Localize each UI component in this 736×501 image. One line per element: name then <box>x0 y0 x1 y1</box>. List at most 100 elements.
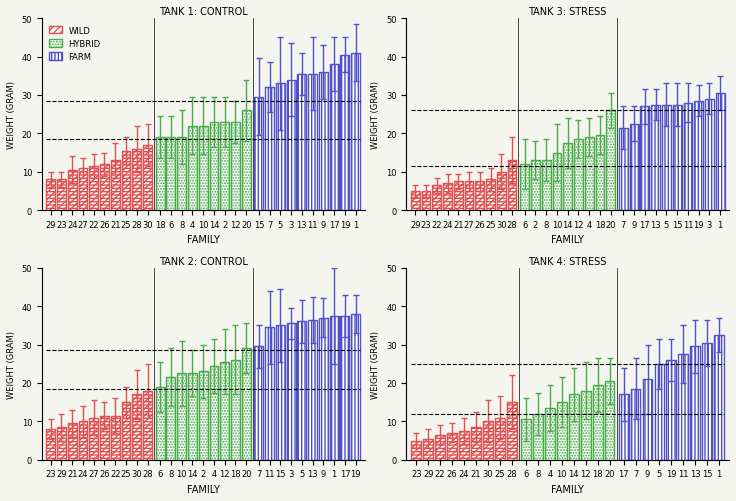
Bar <box>330 65 339 211</box>
Bar <box>702 343 712 460</box>
Y-axis label: WEIGHT (GRAM): WEIGHT (GRAM) <box>372 330 381 398</box>
Y-axis label: WEIGHT (GRAM): WEIGHT (GRAM) <box>7 330 16 398</box>
Bar <box>231 360 240 460</box>
Bar <box>531 161 540 211</box>
Bar <box>483 421 493 460</box>
Bar <box>464 182 473 211</box>
Bar <box>121 151 130 211</box>
Bar <box>68 170 77 211</box>
Bar <box>231 123 240 211</box>
Bar <box>351 314 360 460</box>
Bar <box>630 124 639 211</box>
Bar <box>220 362 229 460</box>
Bar <box>435 435 445 460</box>
Bar <box>443 184 452 211</box>
Bar <box>341 56 350 211</box>
Bar <box>132 149 141 211</box>
Bar <box>679 354 688 460</box>
Bar <box>89 167 98 211</box>
Bar <box>330 316 339 460</box>
Bar <box>569 395 578 460</box>
Bar <box>121 151 130 211</box>
Bar <box>68 170 77 211</box>
Bar <box>411 441 421 460</box>
Bar <box>520 165 529 211</box>
Bar <box>351 54 360 211</box>
Bar <box>188 374 197 460</box>
Bar <box>604 381 615 460</box>
Bar <box>606 111 615 211</box>
Title: TANK 4: STRESS: TANK 4: STRESS <box>528 256 607 266</box>
Bar <box>143 391 152 460</box>
Bar <box>423 439 433 460</box>
Bar <box>68 423 77 460</box>
Bar <box>188 126 197 211</box>
Bar <box>557 402 567 460</box>
Bar <box>443 184 452 211</box>
Bar <box>631 389 640 460</box>
Bar <box>79 421 88 460</box>
Bar <box>255 98 263 211</box>
Bar <box>447 433 457 460</box>
Bar <box>471 427 481 460</box>
Bar <box>432 186 441 211</box>
Bar <box>132 395 141 460</box>
Bar <box>581 391 590 460</box>
Bar <box>89 418 98 460</box>
Bar <box>57 427 66 460</box>
Bar <box>423 439 433 460</box>
Bar <box>143 146 152 211</box>
Bar <box>287 324 296 460</box>
X-axis label: FAMILY: FAMILY <box>187 484 219 494</box>
Bar <box>100 416 109 460</box>
Bar <box>705 100 714 211</box>
Bar <box>220 123 229 211</box>
Bar <box>156 138 165 211</box>
Bar <box>643 379 652 460</box>
X-axis label: FAMILY: FAMILY <box>551 235 584 245</box>
Bar <box>684 103 693 211</box>
Bar <box>422 191 431 211</box>
Bar <box>486 180 495 211</box>
Bar <box>411 191 420 211</box>
Bar <box>166 138 175 211</box>
Bar <box>308 320 317 460</box>
Bar <box>265 88 274 211</box>
Bar <box>46 429 55 460</box>
Bar <box>459 431 469 460</box>
Y-axis label: WEIGHT (GRAM): WEIGHT (GRAM) <box>7 81 16 149</box>
Bar <box>111 416 120 460</box>
Bar <box>716 94 725 211</box>
Bar <box>475 182 484 211</box>
Bar <box>411 441 421 460</box>
Bar <box>508 161 517 211</box>
Bar <box>483 421 493 460</box>
Bar <box>210 123 219 211</box>
Bar <box>553 153 562 211</box>
Y-axis label: WEIGHT (GRAM): WEIGHT (GRAM) <box>372 81 381 149</box>
Bar <box>690 347 700 460</box>
Bar <box>255 347 263 460</box>
Bar <box>210 366 219 460</box>
Bar <box>276 326 285 460</box>
Title: TANK 1: CONTROL: TANK 1: CONTROL <box>159 7 247 17</box>
Bar <box>143 146 152 211</box>
Bar <box>297 322 306 460</box>
Bar <box>89 418 98 460</box>
Bar <box>694 102 703 211</box>
Bar <box>132 395 141 460</box>
Bar <box>497 172 506 211</box>
X-axis label: FAMILY: FAMILY <box>551 484 584 494</box>
Bar <box>495 418 505 460</box>
Bar <box>542 161 551 211</box>
Bar <box>435 435 445 460</box>
Bar <box>507 402 517 460</box>
Bar <box>651 105 660 211</box>
Bar <box>57 180 66 211</box>
Bar <box>341 316 350 460</box>
Bar <box>521 420 531 460</box>
Bar <box>177 374 186 460</box>
Bar <box>667 360 676 460</box>
Bar <box>495 418 505 460</box>
Bar <box>46 429 55 460</box>
